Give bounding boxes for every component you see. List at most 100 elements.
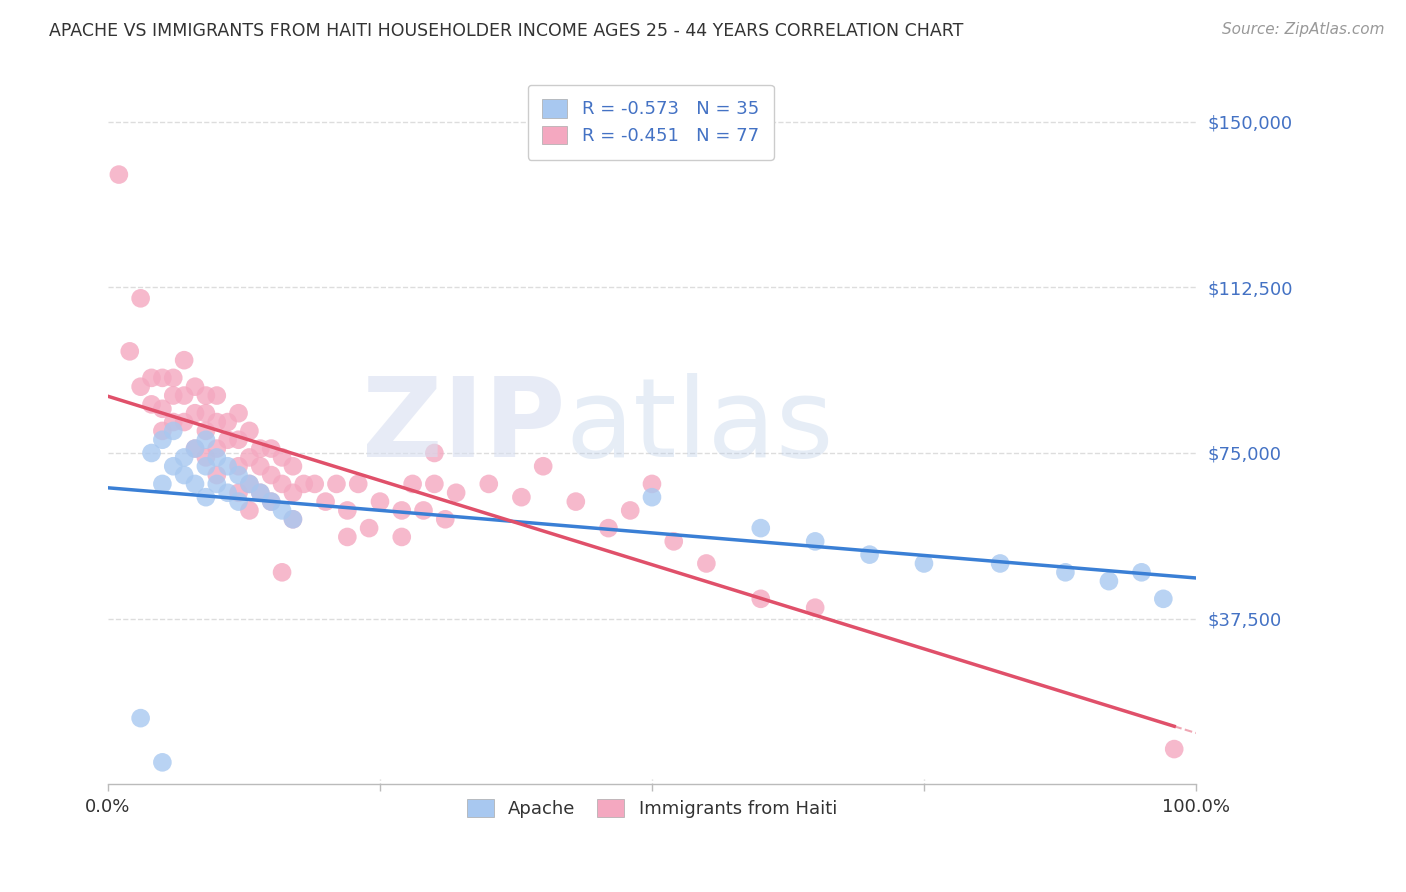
- Point: [444, 485, 467, 500]
- Point: [598, 521, 620, 535]
- Point: [129, 291, 152, 305]
- Point: [359, 521, 381, 535]
- Point: [336, 503, 359, 517]
- Point: [150, 756, 173, 770]
- Point: [194, 490, 217, 504]
- Point: [184, 380, 207, 394]
- Point: [129, 711, 152, 725]
- Point: [271, 477, 294, 491]
- Point: [228, 459, 250, 474]
- Point: [173, 388, 195, 402]
- Point: [184, 442, 207, 456]
- Point: [194, 433, 217, 447]
- Point: [988, 557, 1011, 571]
- Point: [205, 388, 228, 402]
- Point: [184, 442, 207, 456]
- Point: [325, 477, 347, 491]
- Point: [217, 433, 239, 447]
- Point: [401, 477, 423, 491]
- Point: [271, 503, 294, 517]
- Point: [150, 477, 173, 491]
- Point: [162, 388, 184, 402]
- Point: [141, 371, 163, 385]
- Point: [184, 477, 207, 491]
- Point: [141, 446, 163, 460]
- Text: ZIP: ZIP: [361, 373, 565, 480]
- Point: [1098, 574, 1121, 589]
- Point: [912, 557, 935, 571]
- Point: [118, 344, 141, 359]
- Point: [368, 494, 391, 508]
- Point: [238, 477, 260, 491]
- Point: [565, 494, 588, 508]
- Point: [434, 512, 457, 526]
- Point: [129, 380, 152, 394]
- Point: [804, 600, 827, 615]
- Point: [423, 446, 446, 460]
- Point: [347, 477, 370, 491]
- Point: [194, 450, 217, 465]
- Point: [205, 477, 228, 491]
- Point: [662, 534, 685, 549]
- Point: [184, 406, 207, 420]
- Point: [228, 406, 250, 420]
- Point: [1163, 742, 1185, 756]
- Text: Source: ZipAtlas.com: Source: ZipAtlas.com: [1222, 22, 1385, 37]
- Point: [150, 433, 173, 447]
- Point: [281, 512, 304, 526]
- Point: [260, 468, 283, 483]
- Point: [858, 548, 880, 562]
- Point: [228, 468, 250, 483]
- Point: [217, 459, 239, 474]
- Point: [173, 468, 195, 483]
- Point: [173, 353, 195, 368]
- Legend: Apache, Immigrants from Haiti: Apache, Immigrants from Haiti: [460, 792, 845, 825]
- Point: [315, 494, 337, 508]
- Point: [238, 477, 260, 491]
- Point: [1054, 566, 1077, 580]
- Point: [391, 503, 413, 517]
- Text: atlas: atlas: [565, 373, 834, 480]
- Point: [304, 477, 326, 491]
- Point: [249, 459, 271, 474]
- Point: [641, 477, 664, 491]
- Point: [194, 388, 217, 402]
- Point: [249, 442, 271, 456]
- Point: [281, 485, 304, 500]
- Point: [162, 415, 184, 429]
- Point: [292, 477, 315, 491]
- Point: [281, 459, 304, 474]
- Point: [423, 477, 446, 491]
- Point: [228, 494, 250, 508]
- Point: [162, 371, 184, 385]
- Point: [228, 485, 250, 500]
- Point: [162, 424, 184, 438]
- Point: [205, 468, 228, 483]
- Point: [108, 168, 131, 182]
- Point: [695, 557, 717, 571]
- Point: [194, 459, 217, 474]
- Text: APACHE VS IMMIGRANTS FROM HAITI HOUSEHOLDER INCOME AGES 25 - 44 YEARS CORRELATIO: APACHE VS IMMIGRANTS FROM HAITI HOUSEHOL…: [49, 22, 963, 40]
- Point: [531, 459, 554, 474]
- Point: [205, 415, 228, 429]
- Point: [260, 494, 283, 508]
- Point: [141, 397, 163, 411]
- Point: [271, 566, 294, 580]
- Point: [749, 521, 772, 535]
- Point: [150, 371, 173, 385]
- Point: [173, 450, 195, 465]
- Point: [804, 534, 827, 549]
- Point: [238, 450, 260, 465]
- Point: [281, 512, 304, 526]
- Point: [510, 490, 533, 504]
- Point: [1130, 566, 1153, 580]
- Point: [217, 415, 239, 429]
- Point: [150, 401, 173, 416]
- Point: [205, 442, 228, 456]
- Point: [478, 477, 501, 491]
- Point: [271, 450, 294, 465]
- Point: [412, 503, 434, 517]
- Point: [238, 503, 260, 517]
- Point: [194, 424, 217, 438]
- Point: [162, 459, 184, 474]
